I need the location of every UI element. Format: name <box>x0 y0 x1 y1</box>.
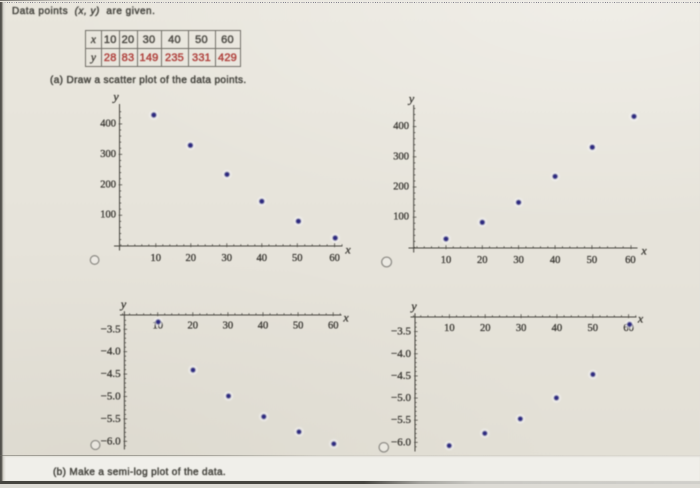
svg-text:−5.0: −5.0 <box>391 392 411 404</box>
svg-text:300: 300 <box>100 149 116 160</box>
svg-text:x: x <box>344 243 351 257</box>
svg-text:30: 30 <box>222 253 233 264</box>
svg-text:30: 30 <box>223 321 234 332</box>
svg-text:y: y <box>112 90 119 104</box>
svg-text:−5.0: −5.0 <box>101 391 121 403</box>
svg-text:200: 200 <box>100 179 116 190</box>
svg-text:100: 100 <box>100 210 116 221</box>
svg-text:60: 60 <box>328 321 339 332</box>
svg-text:50: 50 <box>587 255 598 266</box>
svg-text:−4.0: −4.0 <box>101 346 121 358</box>
svg-text:50: 50 <box>293 321 304 332</box>
svg-text:−5.5: −5.5 <box>391 414 411 426</box>
svg-text:30: 30 <box>516 323 527 334</box>
svg-text:20: 20 <box>480 323 491 334</box>
svg-text:−4.5: −4.5 <box>391 370 411 382</box>
svg-text:−5.5: −5.5 <box>101 413 121 425</box>
svg-text:40: 40 <box>257 253 268 264</box>
svg-text:−6.0: −6.0 <box>391 436 411 448</box>
svg-text:100: 100 <box>393 212 409 223</box>
svg-text:−3.5: −3.5 <box>101 323 121 335</box>
svg-text:400: 400 <box>100 118 116 129</box>
svg-text:40: 40 <box>550 255 561 266</box>
svg-text:40: 40 <box>258 321 269 332</box>
svg-text:60: 60 <box>329 253 340 264</box>
svg-text:x: x <box>640 244 647 258</box>
svg-text:60: 60 <box>625 255 636 266</box>
svg-text:20: 20 <box>186 253 197 264</box>
svg-text:400: 400 <box>393 121 409 132</box>
svg-text:y: y <box>410 299 417 313</box>
svg-text:200: 200 <box>393 182 409 193</box>
svg-text:20: 20 <box>188 321 199 332</box>
svg-text:20: 20 <box>477 255 488 266</box>
svg-text:y: y <box>408 92 415 106</box>
svg-text:10: 10 <box>444 323 455 334</box>
svg-text:−6.0: −6.0 <box>101 435 121 447</box>
svg-text:x: x <box>342 311 349 325</box>
svg-text:−4.0: −4.0 <box>391 348 411 360</box>
svg-text:−4.5: −4.5 <box>101 368 121 380</box>
svg-text:30: 30 <box>513 255 524 266</box>
svg-text:300: 300 <box>393 151 409 162</box>
svg-text:50: 50 <box>292 253 303 264</box>
svg-text:y: y <box>120 297 127 311</box>
svg-text:40: 40 <box>552 323 563 334</box>
svg-text:10: 10 <box>151 253 162 264</box>
svg-text:10: 10 <box>441 255 452 266</box>
svg-text:x: x <box>637 312 644 326</box>
svg-text:−3.5: −3.5 <box>391 326 411 338</box>
svg-text:50: 50 <box>588 323 599 334</box>
